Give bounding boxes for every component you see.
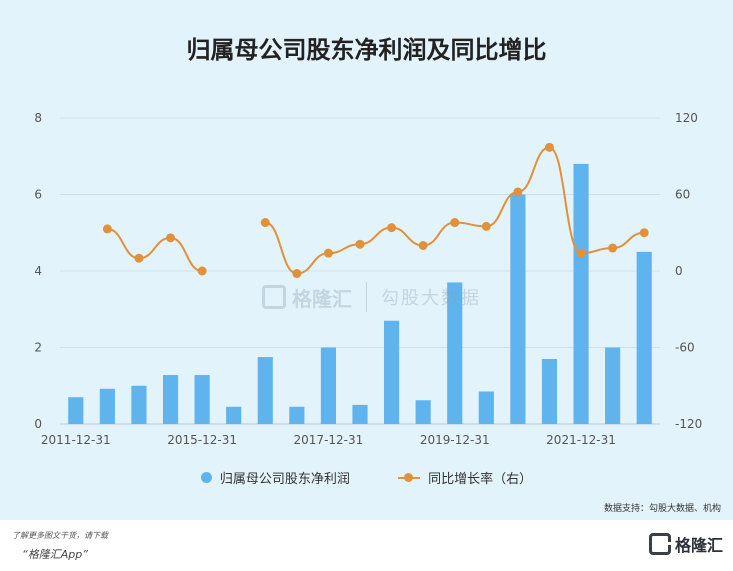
line-point xyxy=(544,142,554,152)
chart-title: 归属母公司股东净利润及同比增比 xyxy=(186,36,547,64)
chart-card: 归属母公司股东净利润及同比增比 0 2 4 6 8 -120 -60 0 60 120 2011… xyxy=(0,0,733,520)
y-right-tick-label: -60 xyxy=(675,341,695,355)
line-point xyxy=(102,224,112,234)
bar xyxy=(510,194,526,424)
legend-item-line: 同比增长率（右） xyxy=(398,468,532,487)
bar xyxy=(384,320,400,424)
bar xyxy=(194,375,210,424)
line-point xyxy=(450,218,460,228)
line-point xyxy=(355,239,365,249)
x-tick-label: 2019-12-31 xyxy=(420,433,490,447)
chart-legend: 归属母公司股东净利润 同比增长率（右） xyxy=(0,468,733,487)
line-point xyxy=(260,218,270,228)
footer-note: 了解更多图文干货，请下载 xyxy=(12,531,108,540)
y-left-tick-label: 6 xyxy=(34,188,42,202)
line-point xyxy=(387,223,397,233)
line-point xyxy=(576,248,586,258)
x-tick-label: 2021-12-31 xyxy=(546,433,616,447)
watermark-brand-sub: 勾股大数据 xyxy=(381,288,481,309)
line-point xyxy=(608,243,618,253)
line-series xyxy=(102,142,649,279)
watermark-brand: 格隆汇 xyxy=(292,286,352,311)
y-axis-left: 0 2 4 6 8 xyxy=(34,111,42,431)
x-axis: 2011-12-31 2015-12-31 2017-12-31 2019-12-31… xyxy=(41,433,616,447)
line-point xyxy=(323,248,333,258)
footer-logo-text: 格隆汇 xyxy=(674,536,723,555)
bar-series xyxy=(68,163,652,424)
line-point xyxy=(418,241,428,250)
bar xyxy=(289,406,305,424)
y-right-tick-label: -120 xyxy=(675,417,702,431)
footer-logo: 格隆汇 xyxy=(648,532,723,556)
line-point xyxy=(134,253,144,263)
bar xyxy=(478,391,494,424)
bar xyxy=(605,347,621,424)
x-tick-label: 2011-12-31 xyxy=(41,433,111,447)
line-path xyxy=(107,227,203,272)
y-right-tick-label: 60 xyxy=(675,188,690,202)
y-left-tick-label: 2 xyxy=(34,341,42,355)
bar xyxy=(415,400,431,424)
legend-bar-label: 归属母公司股东净利润 xyxy=(219,472,350,487)
y-axis-right: -120 -60 0 60 120 xyxy=(675,111,702,431)
line-point xyxy=(513,187,523,197)
x-tick-label: 2015-12-31 xyxy=(167,433,237,447)
line-point xyxy=(481,221,491,231)
legend-line-marker xyxy=(398,472,421,483)
bar xyxy=(447,282,463,424)
source-note: 数据支持：勾股大数据、机构 xyxy=(603,504,721,514)
line-point xyxy=(639,228,649,238)
line-point xyxy=(166,233,176,243)
legend-bar-marker xyxy=(200,472,212,483)
line-point xyxy=(197,266,207,276)
bar xyxy=(162,375,179,424)
bar xyxy=(226,406,242,424)
x-tick-label: 2017-12-31 xyxy=(294,433,364,447)
bar xyxy=(573,163,589,424)
bar xyxy=(257,357,273,424)
gelonghui-logo-icon xyxy=(648,533,671,555)
bar xyxy=(320,347,336,424)
y-right-tick-label: 0 xyxy=(675,264,683,278)
watermark-divider xyxy=(366,282,367,312)
bar xyxy=(99,388,115,424)
chart-svg: 0 2 4 6 8 -120 -60 0 60 120 2011-12-31 2015-12-31… xyxy=(34,111,702,447)
y-left-tick-label: 4 xyxy=(34,264,42,278)
watermark: 格隆汇 勾股大数据 xyxy=(262,282,481,312)
legend-item-bar: 归属母公司股东净利润 xyxy=(200,468,350,487)
bar xyxy=(352,404,368,424)
legend-line-label: 同比增长率（右） xyxy=(428,472,533,487)
bar xyxy=(131,385,147,424)
line-point xyxy=(292,269,302,279)
bar xyxy=(541,358,558,424)
y-right-tick-label: 120 xyxy=(675,111,698,125)
bar xyxy=(636,251,652,424)
y-left-tick-label: 0 xyxy=(34,417,42,431)
y-left-tick-label: 8 xyxy=(34,111,42,125)
watermark-logo-icon xyxy=(262,285,286,309)
bar xyxy=(68,397,84,424)
footer-app-name: “格隆汇App” xyxy=(22,548,88,561)
grid-lines xyxy=(60,117,660,425)
